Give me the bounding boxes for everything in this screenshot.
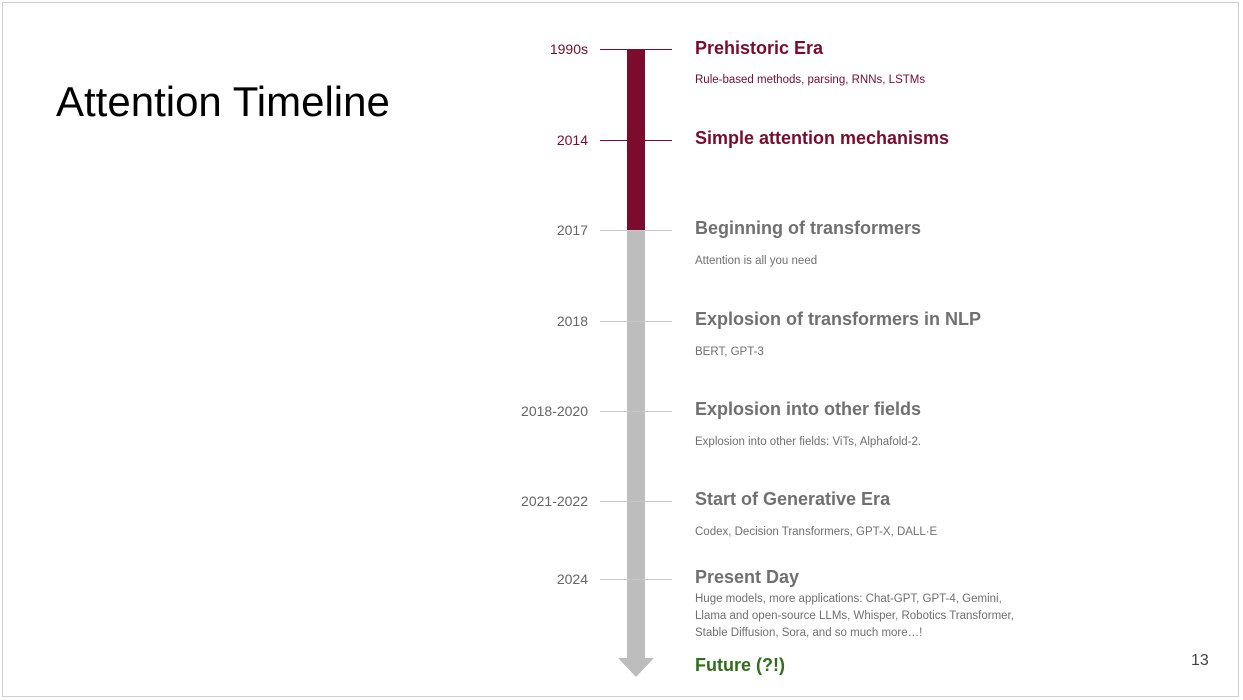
timeline-tick [600,501,672,502]
event-title: Start of Generative Era [695,489,891,509]
event-description: Explosion into other fields: ViTs, Alpha… [695,436,922,448]
event-description: Attention is all you need [695,255,818,267]
timeline-tick [600,49,672,50]
event-year: 2024 [556,571,588,587]
page-number: 13 [1191,652,1209,669]
future-label: Future (?!) [695,655,785,675]
event-year: 2017 [556,222,588,238]
timeline-tick [600,579,672,580]
event-title: Present Day [695,567,800,587]
timeline-tick [600,230,672,231]
event-title: Beginning of transformers [695,218,922,238]
timeline-tick [600,411,672,412]
event-year: 2018-2020 [521,403,588,419]
event-year: 2014 [556,132,588,148]
event-title: Prehistoric Era [695,38,824,58]
event-title: Explosion into other fields [695,399,922,419]
event-year: 2018 [556,313,588,329]
timeline-tick [600,321,672,322]
event-year: 2021-2022 [521,493,588,509]
event-title: Explosion of transformers in NLP [695,309,982,329]
event-description: BERT, GPT-3 [695,346,764,358]
event-description: Rule-based methods, parsing, RNNs, LSTMs [695,74,926,86]
timeline-tick [600,140,672,141]
event-description: Codex, Decision Transformers, GPT-X, DAL… [695,526,938,538]
event-title: Simple attention mechanisms [695,128,950,148]
timeline-arrow-head [618,658,654,677]
slide-title: Attention Timeline [56,78,390,125]
event-description: Huge models, more applications: Chat-GPT… [695,593,1014,639]
event-year: 1990s [549,41,588,57]
timeline-bar [627,231,645,661]
